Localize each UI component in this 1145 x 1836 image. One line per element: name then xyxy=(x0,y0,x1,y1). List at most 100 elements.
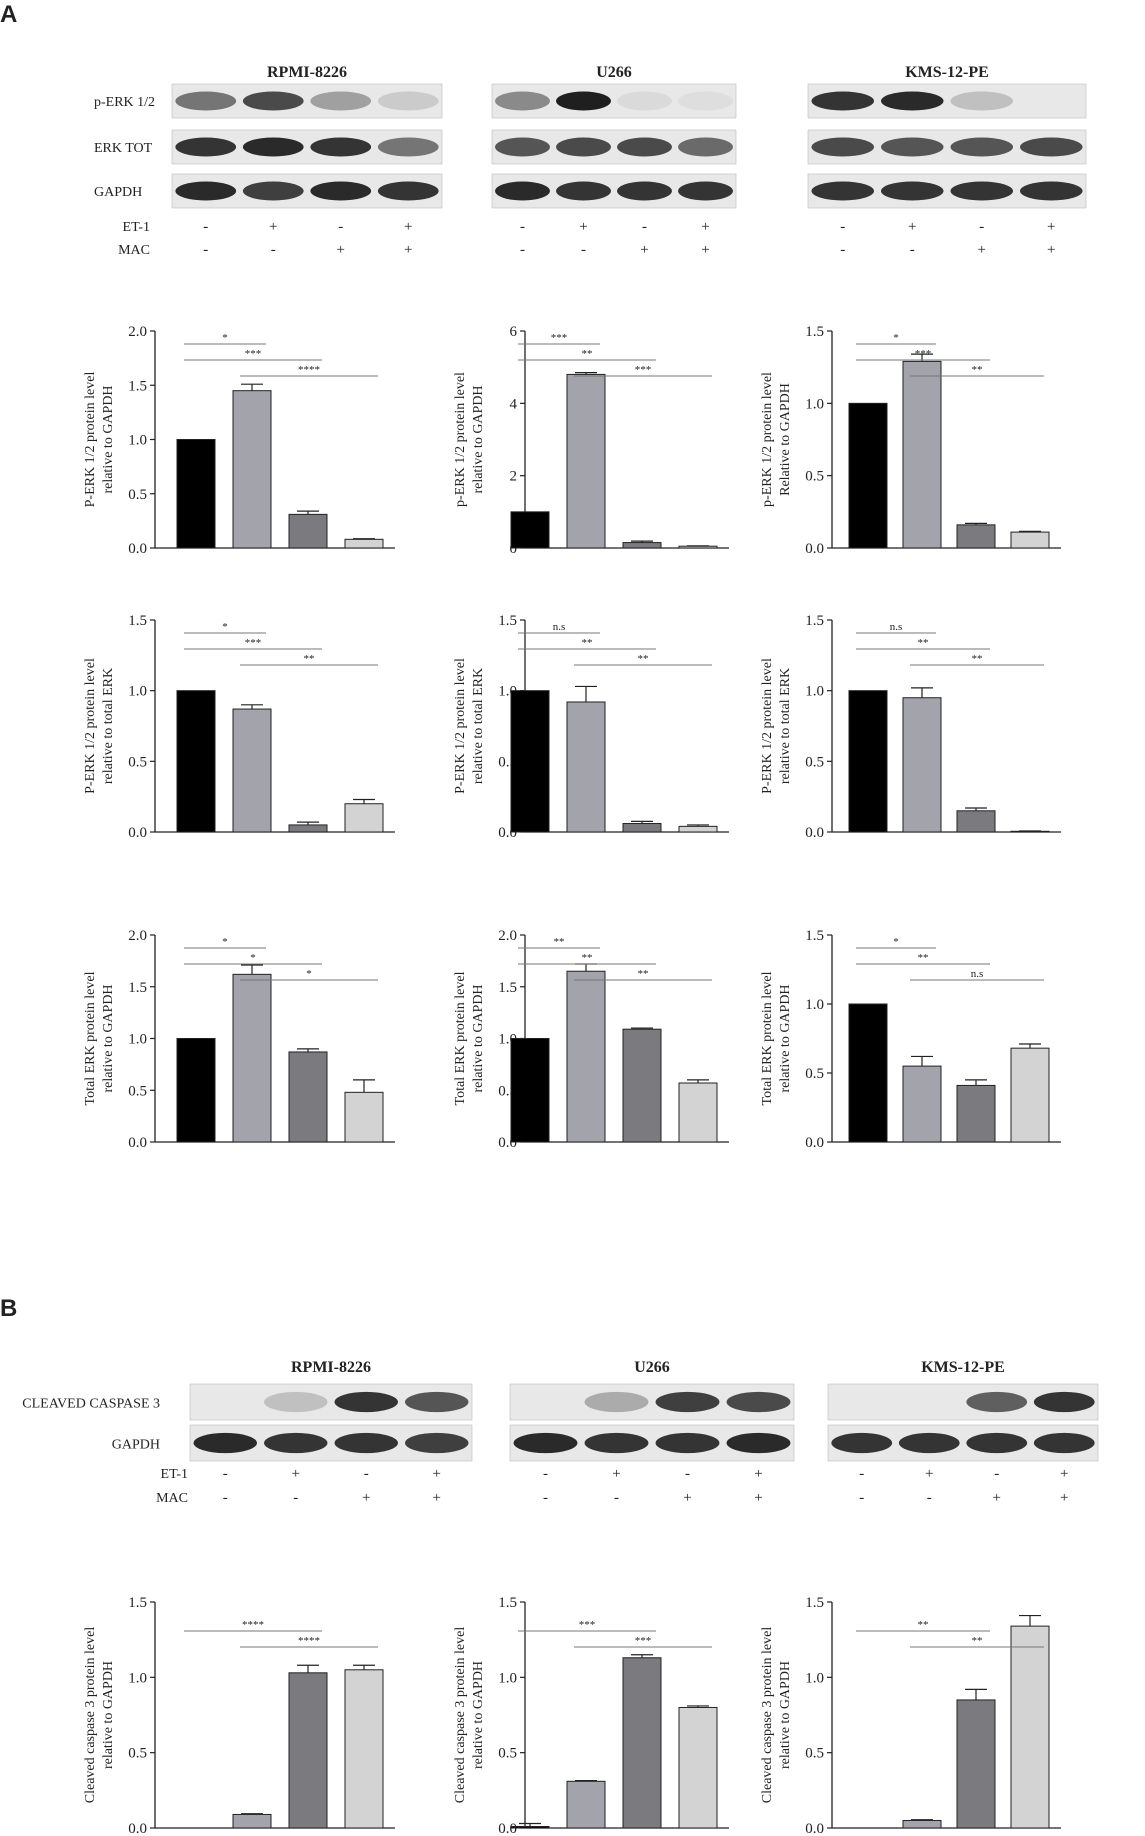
y-axis-label: Total ERK protein level relative to GAPDH xyxy=(83,971,116,1105)
a-blot-band xyxy=(880,91,944,111)
a-blot-band xyxy=(811,181,875,201)
b-blot-band xyxy=(1033,1432,1095,1454)
y-axis-label: p-ERK 1/2 protein level Relative to GAPDH xyxy=(760,372,793,507)
a-blot-band xyxy=(678,91,733,111)
y-axis-label: P-ERK 1/2 protein level relative to total… xyxy=(760,658,793,794)
bar xyxy=(566,701,606,833)
bar xyxy=(288,1672,328,1829)
y-tick-label: 0.0 xyxy=(498,1821,517,1836)
y-tick-label: 2.0 xyxy=(128,324,147,340)
y-tick-label: 1.5 xyxy=(128,613,147,629)
significance-label: **** xyxy=(298,364,320,376)
significance-label: ** xyxy=(972,364,983,376)
significance-label: ** xyxy=(972,653,983,665)
a-blot-band xyxy=(1019,137,1083,157)
b-blot-band xyxy=(655,1432,720,1454)
et1-sign: + xyxy=(269,219,277,235)
b-blot-band xyxy=(726,1391,791,1413)
mac-sign: + xyxy=(433,1490,441,1506)
a-blot-band xyxy=(950,137,1014,157)
bar xyxy=(288,824,328,833)
condition-label-et1: ET-1 xyxy=(123,220,150,235)
blot-title: KMS-12-PE xyxy=(905,64,989,81)
bar xyxy=(902,1065,942,1143)
y-axis-label-line: P-ERK 1/2 protein level xyxy=(760,658,775,794)
y-axis-label-line: Total ERK protein level xyxy=(760,971,775,1105)
mac-sign: + xyxy=(362,1490,370,1506)
blot-row-label: CLEAVED CASPASE 3 xyxy=(22,1396,160,1411)
significance-label: ** xyxy=(554,936,565,948)
a-blot-band xyxy=(310,91,372,111)
et1-sign: + xyxy=(433,1466,441,1482)
b-blot-band xyxy=(1033,1391,1095,1413)
significance-label: *** xyxy=(245,348,262,360)
a-blot-band xyxy=(495,137,550,157)
et1-sign: - xyxy=(203,219,208,235)
y-tick-label: 1.0 xyxy=(805,997,824,1013)
b-blot-band xyxy=(264,1391,328,1413)
bar xyxy=(510,1825,550,1829)
blot-title: KMS-12-PE xyxy=(921,1359,1005,1376)
a-blot-band xyxy=(556,181,611,201)
b-blot-band xyxy=(584,1391,649,1413)
bar xyxy=(510,1038,550,1143)
significance-label: * xyxy=(250,952,256,964)
b-blot-band xyxy=(264,1432,328,1454)
y-axis-label: p-ERK 1/2 protein level relative to GAPDH xyxy=(453,372,486,507)
y-axis-label-line: Relative to GAPDH xyxy=(778,383,793,496)
y-axis-label-line: P-ERK 1/2 protein level xyxy=(83,658,98,794)
bar xyxy=(176,690,216,833)
et1-sign: + xyxy=(404,219,412,235)
significance-label: *** xyxy=(551,332,568,344)
significance-label: ** xyxy=(972,1635,983,1647)
y-tick-label: 0.0 xyxy=(128,825,147,841)
bar xyxy=(622,1028,662,1143)
et1-sign: + xyxy=(579,219,587,235)
y-tick-label: 1.5 xyxy=(498,1595,517,1611)
bar xyxy=(288,1051,328,1143)
bar xyxy=(956,1699,996,1829)
chart: 0.0 0.5 1.0 1.5 Total ERK protein level relat… xyxy=(760,928,1061,1151)
mac-sign: + xyxy=(683,1490,691,1506)
a-blot-band xyxy=(678,181,733,201)
et1-sign: + xyxy=(701,219,709,235)
y-tick-label: 1.5 xyxy=(805,1595,824,1611)
a-blot-band xyxy=(811,91,875,111)
significance-label: *** xyxy=(635,1635,652,1647)
y-tick-label: 1.0 xyxy=(128,1032,147,1048)
significance-label: n.s xyxy=(890,621,903,633)
y-tick-label: 1.0 xyxy=(805,396,824,412)
mac-sign: - xyxy=(293,1490,298,1506)
bar xyxy=(344,1091,384,1143)
y-tick-label: 1.5 xyxy=(128,980,147,996)
y-tick-label: 0.0 xyxy=(128,541,147,557)
blot-title: U266 xyxy=(634,1359,670,1376)
a-blot-band xyxy=(880,137,944,157)
y-tick-label: 1.5 xyxy=(498,613,517,629)
bar-charts: 0.0 0.5 1.0 1.5 2.0 P-ERK 1/2 protein level re… xyxy=(83,324,1061,1836)
bar xyxy=(678,1706,718,1829)
y-axis-label-line: p-ERK 1/2 protein level xyxy=(760,372,775,507)
bar xyxy=(902,697,942,833)
chart: 0.00.51.01.5P-ERK 1/2 protein level relat… xyxy=(453,613,729,841)
significance-label: ** xyxy=(582,348,593,360)
chart: 0.0 0.5 1.0 1.5 2.0 P-ERK 1/2 protein level re… xyxy=(83,324,395,557)
mac-sign: + xyxy=(993,1490,1001,1506)
et1-sign: + xyxy=(754,1466,762,1482)
bar xyxy=(566,970,606,1143)
significance-label: ** xyxy=(304,653,315,665)
y-tick-label: 0.5 xyxy=(128,487,147,503)
et1-sign: + xyxy=(925,1466,933,1482)
a-blot-band xyxy=(678,137,733,157)
y-tick-label: 0.5 xyxy=(805,1746,824,1762)
y-tick-label: 1.5 xyxy=(128,1595,147,1611)
a-blot-band xyxy=(950,181,1014,201)
y-tick-label: 1.0 xyxy=(805,684,824,700)
y-tick-label: 2.0 xyxy=(128,928,147,944)
significance-label: * xyxy=(893,332,899,344)
significance-label: * xyxy=(222,936,228,948)
mac-sign: + xyxy=(404,242,412,258)
y-tick-label: 6 xyxy=(510,324,518,340)
